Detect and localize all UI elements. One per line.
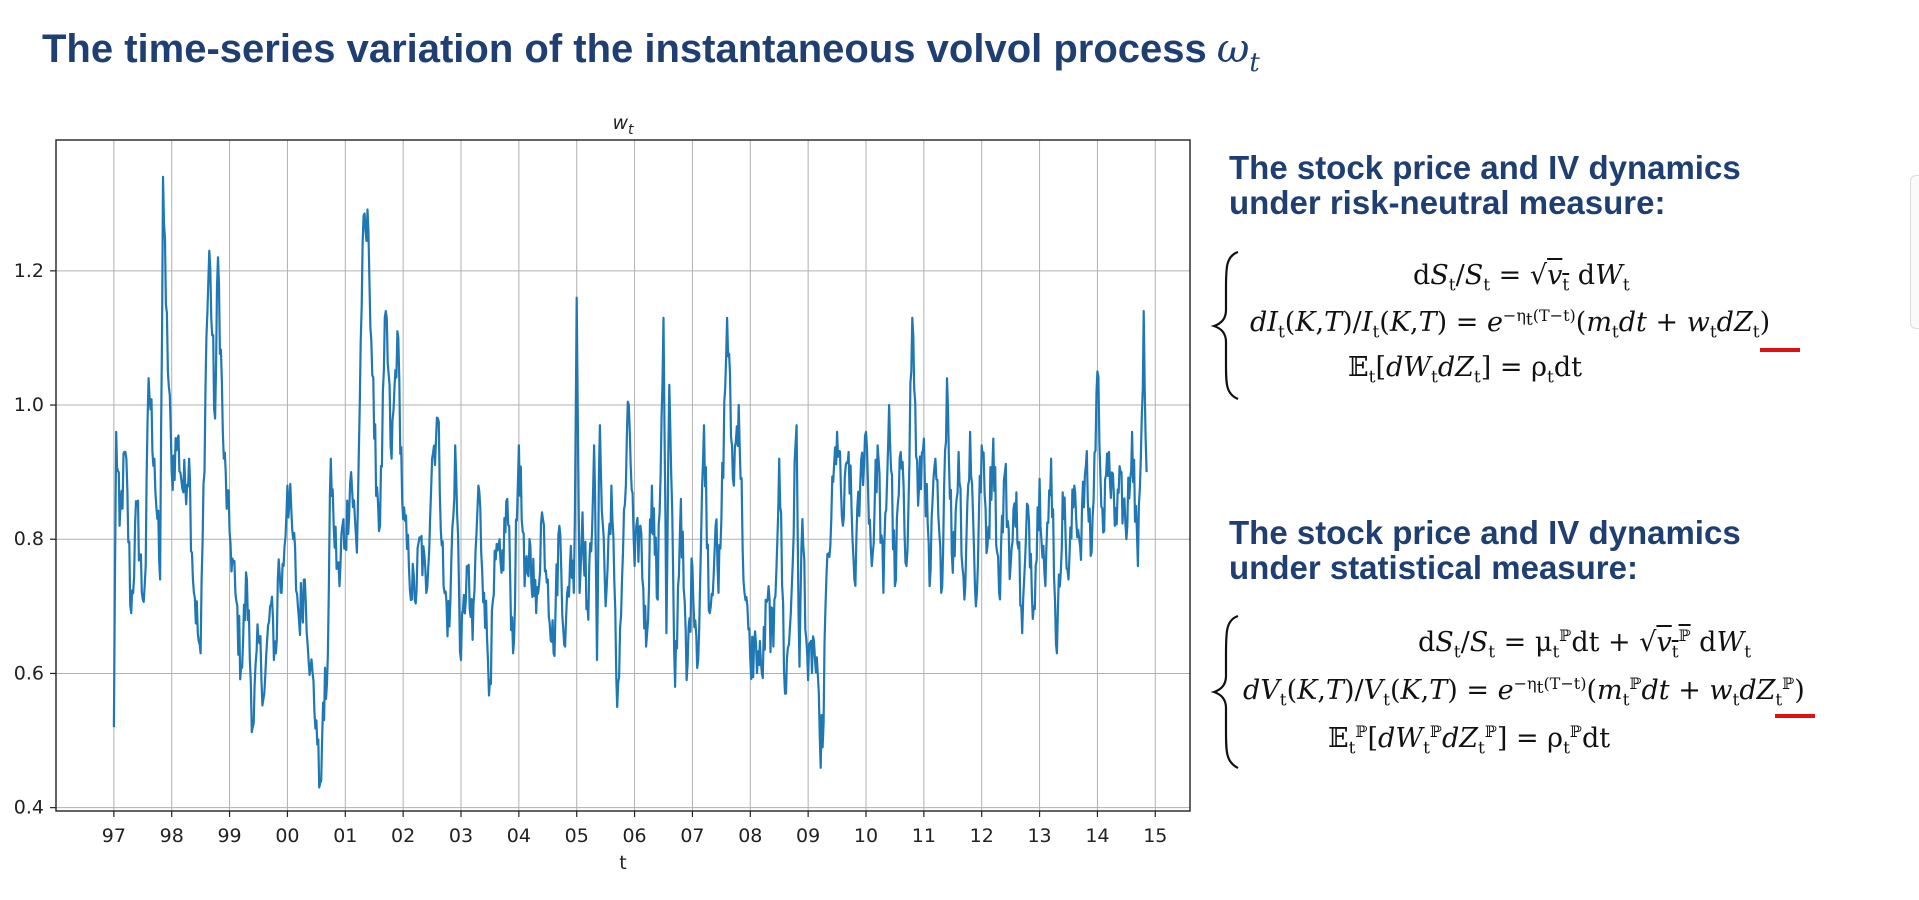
x-tick-label: 06 [622,825,646,847]
y-tick-label: 0.4 [14,797,44,819]
x-tick-label: 02 [391,825,415,847]
stat-equation-3: 𝔼tℙ[dWtℙdZtℙ] = ρtℙdt [1328,722,1611,759]
plot-frame [55,139,1191,812]
x-tick-label: 10 [854,825,878,847]
chart: 0.4 0.6 0.8 1.0 1.2 97 98 99 00 01 02 03 04 05 06 07 08 0… [14,112,1191,874]
chart-title: wt [612,112,634,138]
series-layer [112,175,1148,789]
rn-equation-3: 𝔼t[dWtdZt] = ρtdt [1348,352,1582,388]
stat-section-title: The stock price and IV dynamics under st… [1229,515,1741,585]
x-tick-label: 08 [738,825,762,847]
left-brace-icon [1210,614,1239,769]
x-tick-label: 15 [1143,825,1167,847]
x-tick-label: 11 [912,825,936,847]
slide-title: The time-series variation of the instant… [42,26,1902,78]
x-tick-label: 05 [565,825,589,847]
x-tick-label: 09 [796,825,820,847]
stat-equation-system: dSt/St = μtℙdt + √vtℙ dWt dVt(K,T)/Vt(K,… [1208,612,1908,772]
y-tick-label: 0.8 [14,528,44,550]
x-tick-label: 14 [1085,825,1109,847]
tick-layer: 0.4 0.6 0.8 1.0 1.2 97 98 99 00 01 02 03 04 05 06 07 08 0… [14,260,1168,847]
rn-title-line-2: under risk-neutral measure: [1229,184,1666,221]
y-tick-label: 0.6 [14,662,44,684]
rn-title-line-1: The stock price and IV dynamics [1229,149,1741,186]
x-tick-label: 98 [160,825,184,847]
slide-title-text: The time-series variation of the instant… [42,27,1207,71]
x-tick-label: 13 [1027,825,1051,847]
x-tick-label: 07 [680,825,704,847]
x-tick-label: 00 [275,825,299,847]
series-line-w-t [112,175,1148,789]
rn-equation-1: dSt/St = √vt dWt [1413,260,1630,296]
x-tick-label: 12 [970,825,994,847]
stat-equation-2: dVt(K,T)/Vt(K,T) = e−ηt(T−t)(mtℙdt + wtd… [1243,674,1805,711]
y-tick-label: 1.0 [14,394,44,416]
rn-equation-system: dSt/St = √vt dWt dIt(K,T)/It(K,T) = e−ηt… [1208,248,1908,408]
x-tick-label: 99 [217,825,241,847]
x-axis-label: t [619,852,626,874]
x-tick-label: 97 [102,825,126,847]
rn-underline [1760,348,1800,352]
side-tab[interactable] [1910,175,1919,329]
stat-equation-1: dSt/St = μtℙdt + √vtℙ dWt [1418,626,1752,663]
stat-title-line-1: The stock price and IV dynamics [1229,514,1741,551]
x-tick-label: 01 [333,825,357,847]
y-tick-label: 1.2 [14,260,44,282]
stat-underline [1775,714,1815,718]
x-tick-label: 04 [507,825,531,847]
title-symbol: ωt [1216,26,1260,78]
rn-section-title: The stock price and IV dynamics under ri… [1229,150,1741,220]
rn-equation-2: dIt(K,T)/It(K,T) = e−ηt(T−t)(mtdt + wtdZ… [1250,306,1771,343]
left-brace-icon [1210,250,1239,401]
x-tick-label: 03 [449,825,473,847]
stat-title-line-2: under statistical measure: [1229,549,1638,586]
